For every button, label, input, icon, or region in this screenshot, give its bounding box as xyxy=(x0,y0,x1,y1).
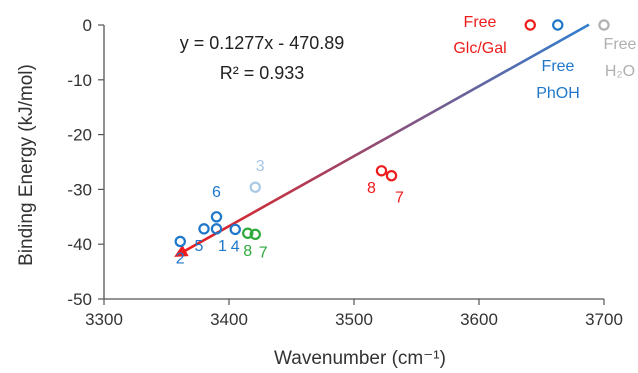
data-point xyxy=(552,19,564,31)
data-point-label: 4 xyxy=(231,238,240,255)
r-squared-label: R² = 0.933 xyxy=(220,63,305,83)
x-tick-label: 3600 xyxy=(460,310,498,329)
regression-fit-line xyxy=(174,23,590,257)
x-tick-label: 3300 xyxy=(85,310,123,329)
annotation-free-phoh: Free PhOH xyxy=(536,58,580,102)
data-point xyxy=(229,223,241,236)
y-tick-label: 0 xyxy=(83,16,92,35)
annotation-free-phoh-line2: PhOH xyxy=(536,85,580,102)
data-point xyxy=(249,228,261,241)
data-point-label: 2 xyxy=(176,250,185,267)
annotation-free-glc-gal-line2: Glc/Gal xyxy=(453,40,506,57)
data-point-label: 8 xyxy=(367,180,376,197)
x-tick-label: 3700 xyxy=(585,310,623,329)
data-point-label: 5 xyxy=(195,238,204,255)
data-points xyxy=(174,19,610,248)
data-point xyxy=(174,235,186,248)
annotation-free-phoh-line1: Free xyxy=(542,58,575,75)
y-axis-title: Binding Energy (kJ/mol) xyxy=(16,64,37,266)
data-point xyxy=(210,211,223,223)
data-point-label: 7 xyxy=(395,190,404,207)
y-tick-label: -40 xyxy=(67,235,92,254)
data-point xyxy=(598,19,610,31)
annotation-free-h2o-line1: Free xyxy=(604,36,637,53)
annotation-free-h2o-line2: H₂O xyxy=(605,63,635,80)
data-point-label: 7 xyxy=(259,244,268,261)
y-axis-ticks: 0 -10 -20 -30 -40 -50 xyxy=(67,16,104,309)
x-tick-label: 3500 xyxy=(335,310,373,329)
x-axis-ticks: 3300 3400 3500 3600 3700 xyxy=(85,299,623,329)
data-point-label: 8 xyxy=(243,243,252,260)
data-point xyxy=(375,165,388,177)
annotation-free-glc-gal: Free Glc/Gal xyxy=(453,14,506,57)
data-point xyxy=(210,223,223,235)
x-axis-title: Wavenumber (cm⁻¹) xyxy=(274,348,446,369)
annotation-free-h2o: Free H₂O xyxy=(604,36,637,80)
data-point xyxy=(242,227,254,239)
data-point xyxy=(524,19,536,31)
data-point-label: 1 xyxy=(218,238,227,255)
data-point-label: 6 xyxy=(212,184,221,201)
data-point xyxy=(198,223,210,235)
annotation-free-glc-gal-line1: Free xyxy=(464,14,497,31)
y-tick-label: -10 xyxy=(67,71,92,90)
x-tick-label: 3400 xyxy=(210,310,248,329)
data-point-label: 3 xyxy=(256,158,265,175)
data-point xyxy=(249,181,261,193)
y-tick-label: -30 xyxy=(67,180,92,199)
y-tick-label: -20 xyxy=(67,126,92,145)
data-point xyxy=(385,169,398,182)
regression-equation: y = 0.1277x - 470.89 xyxy=(180,33,345,53)
y-tick-label: -50 xyxy=(67,290,92,309)
